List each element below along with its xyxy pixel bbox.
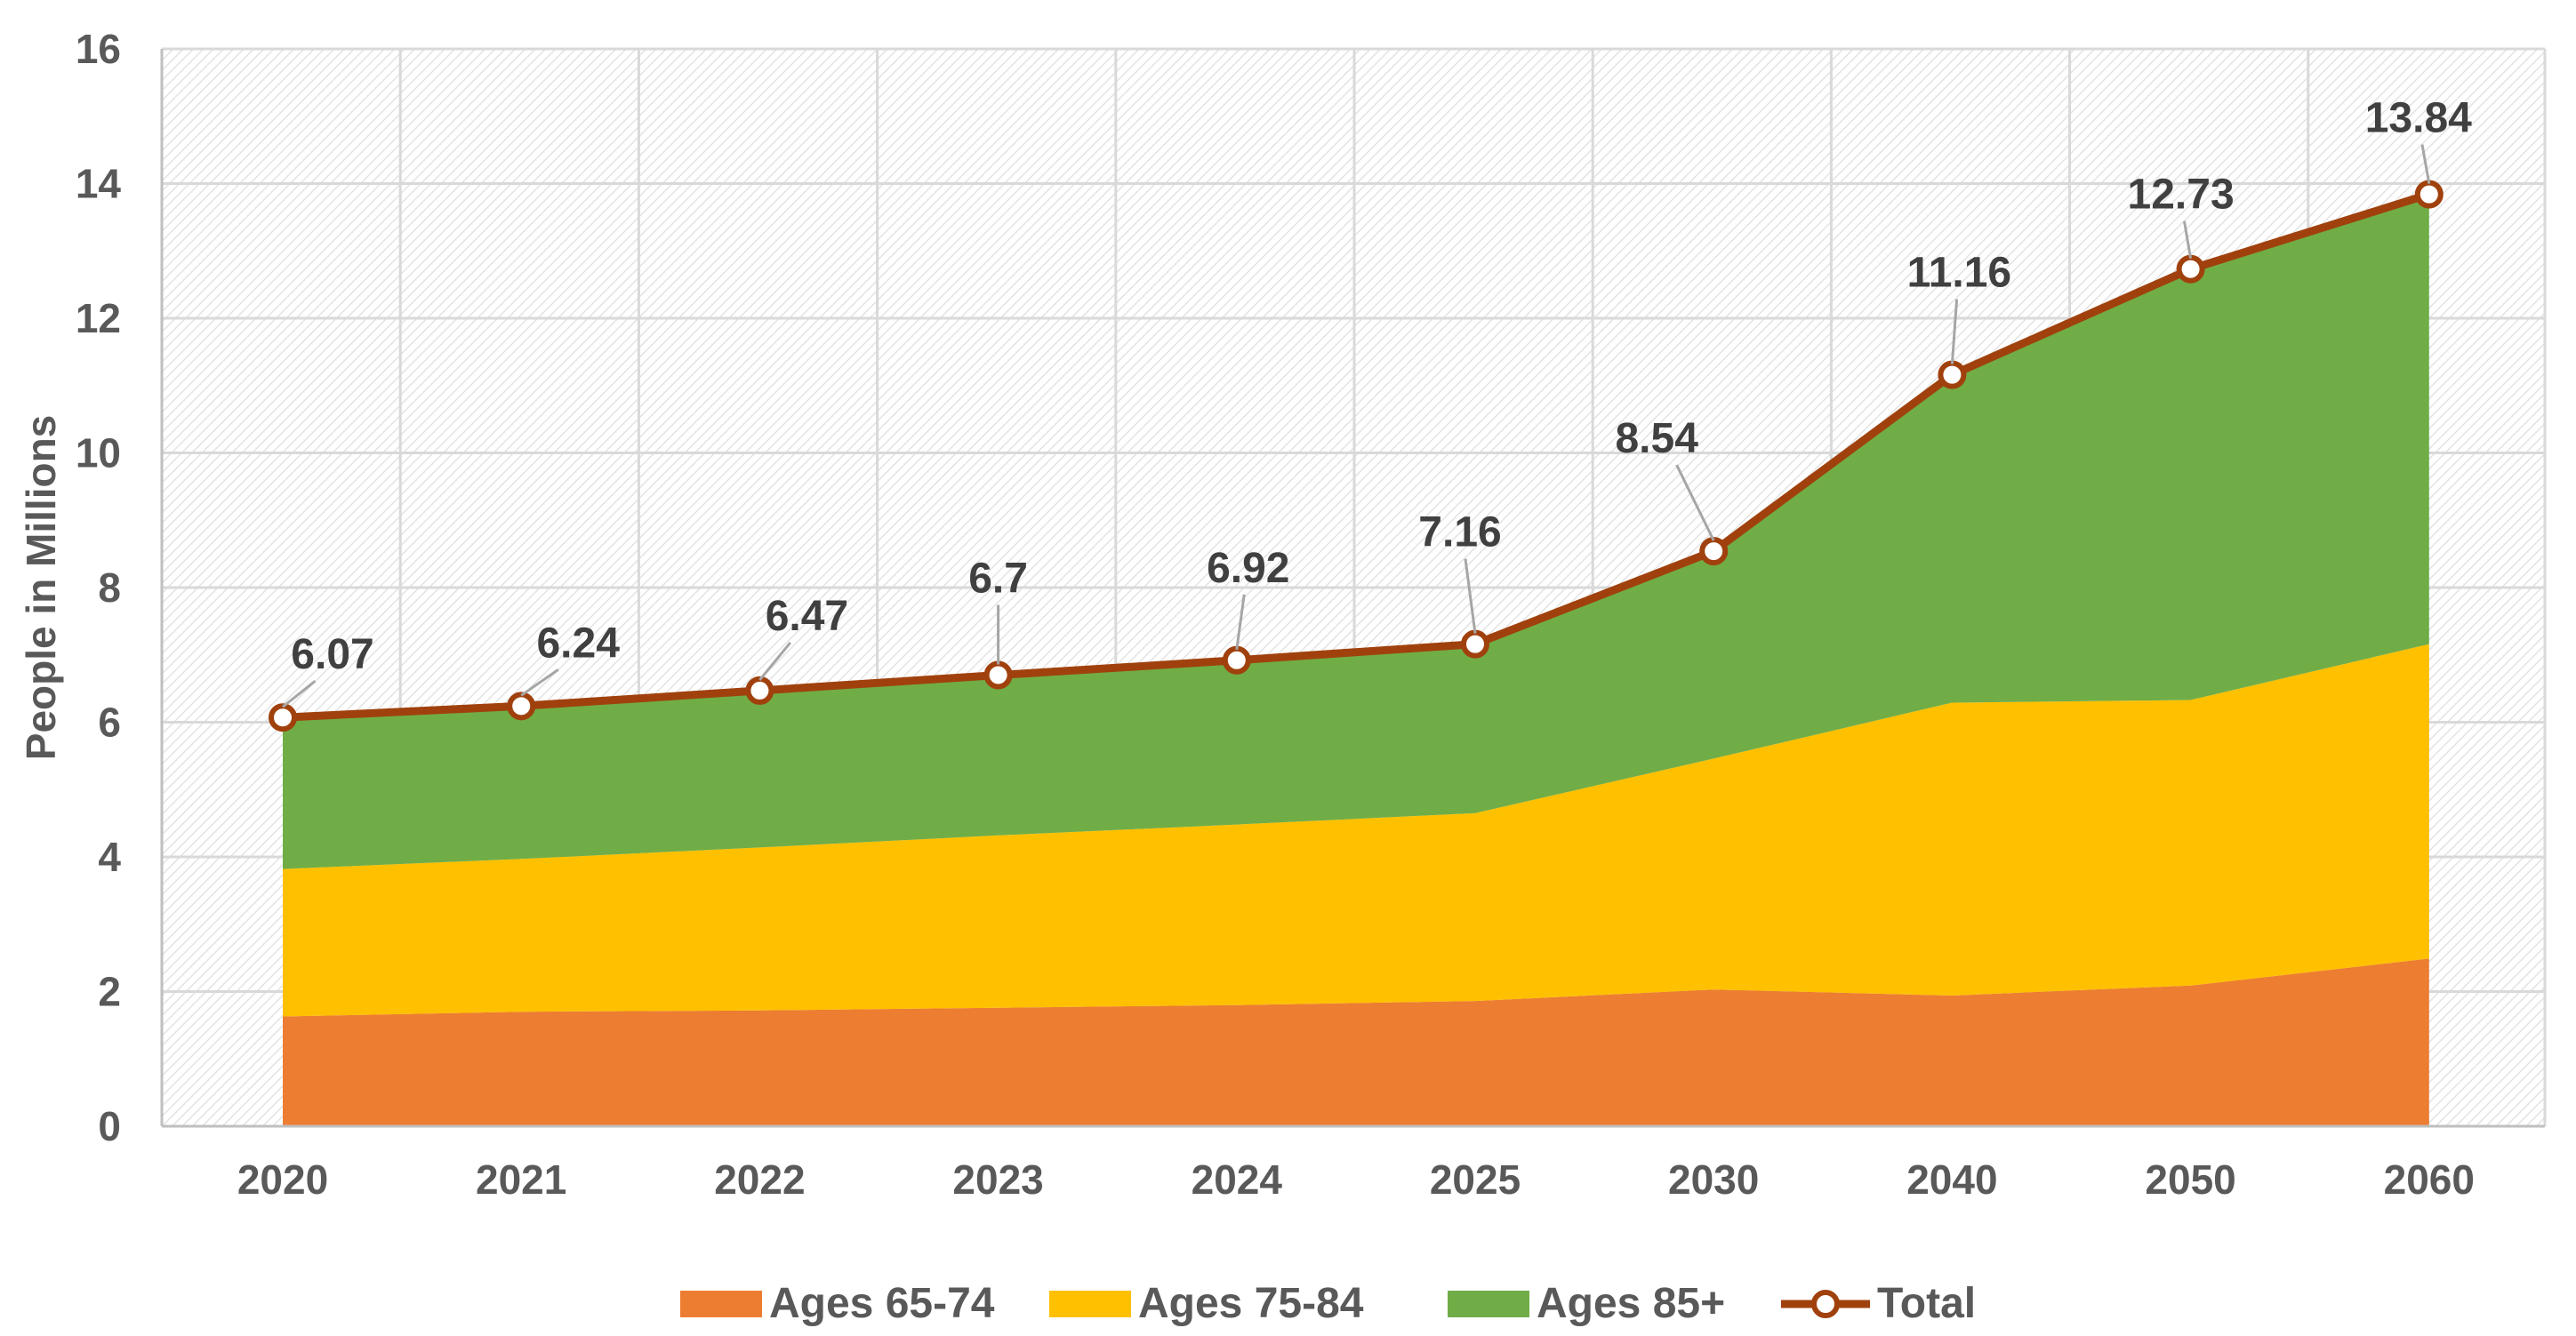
- data-label-total: 11.16: [1907, 250, 2011, 297]
- data-label-total: 13.84: [2365, 95, 2472, 142]
- total-marker: [1699, 537, 1729, 566]
- x-tick-label: 2022: [714, 1156, 805, 1203]
- data-label-total: 8.54: [1615, 415, 1698, 462]
- x-tick-label: 2025: [1430, 1156, 1521, 1203]
- legend-swatch: [1448, 1291, 1529, 1317]
- legend: Ages 65-74 Ages 75-84 Ages 85+ Total: [680, 1280, 1976, 1327]
- axes: 0 2 4 6 8 10 12 14 16 2020 2021 2022 2023 2024 2025 203…: [76, 26, 2545, 1203]
- legend-label: Ages 65-74: [769, 1280, 995, 1327]
- legend-marker: [1811, 1290, 1840, 1318]
- y-tick-label: 10: [76, 430, 121, 476]
- y-tick-label: 8: [98, 564, 121, 611]
- total-line-series: [269, 180, 2444, 732]
- leader-line: [2420, 144, 2431, 184]
- data-label-total: 6.92: [1207, 545, 1289, 592]
- y-tick-label: 12: [76, 295, 121, 341]
- total-marker: [2176, 254, 2205, 284]
- leader-line: [282, 680, 317, 708]
- total-marker: [507, 692, 536, 721]
- total-marker: [2414, 180, 2444, 209]
- leader-line: [1235, 594, 1246, 651]
- data-label-total: 6.07: [291, 631, 373, 678]
- total-marker: [269, 703, 297, 732]
- x-tick-label: 2020: [237, 1156, 328, 1203]
- leader-line: [1464, 558, 1477, 634]
- leader-line: [2182, 220, 2193, 259]
- data-labels: 6.07 6.24 6.47 6.7 6.92 7.16 8.54 11.16 12.73 13.…: [282, 95, 2472, 708]
- data-label-total: 6.47: [766, 593, 848, 640]
- leader-line: [520, 668, 559, 697]
- total-marker: [1461, 629, 1489, 659]
- legend-label: Ages 75-84: [1138, 1280, 1364, 1327]
- total-marker: [745, 676, 774, 705]
- x-tick-label: 2040: [1906, 1156, 1997, 1203]
- y-axis-label: People in Millions: [18, 415, 64, 760]
- stacked-areas: [283, 194, 2429, 1126]
- data-label-total: 12.73: [2128, 172, 2235, 219]
- area-series-1: [283, 958, 2429, 1126]
- x-tick-label: 2024: [1192, 1156, 1283, 1203]
- y-tick-label: 2: [98, 969, 121, 1015]
- legend-swatch: [1049, 1291, 1131, 1317]
- legend-label: Total: [1877, 1280, 1976, 1327]
- x-tick-label: 2060: [2384, 1156, 2475, 1203]
- data-label-total: 7.16: [1418, 509, 1501, 556]
- area-series-2: [283, 644, 2429, 1017]
- x-tick-label: 2050: [2145, 1156, 2235, 1203]
- legend-swatch: [680, 1291, 762, 1317]
- x-tick-label: 2030: [1668, 1156, 1759, 1203]
- y-tick-label: 0: [98, 1103, 121, 1149]
- leader-line: [758, 641, 792, 681]
- total-marker: [1222, 645, 1251, 675]
- y-tick-label: 4: [98, 834, 121, 880]
- leader-line: [1675, 464, 1715, 541]
- area-series-3: [283, 194, 2429, 869]
- legend-label: Ages 85+: [1537, 1280, 1725, 1327]
- data-label-total: 6.7: [968, 555, 1028, 602]
- total-line: [282, 190, 2431, 722]
- x-tick-label: 2023: [952, 1156, 1043, 1203]
- total-marker: [1938, 360, 1967, 389]
- x-tick-label: 2021: [476, 1156, 566, 1203]
- total-marker: [983, 660, 1013, 690]
- y-tick-label: 6: [98, 700, 121, 746]
- leader-line: [1950, 299, 1959, 364]
- y-tick-label: 16: [76, 26, 121, 72]
- y-tick-label: 14: [76, 161, 122, 207]
- data-label-total: 6.24: [536, 620, 620, 667]
